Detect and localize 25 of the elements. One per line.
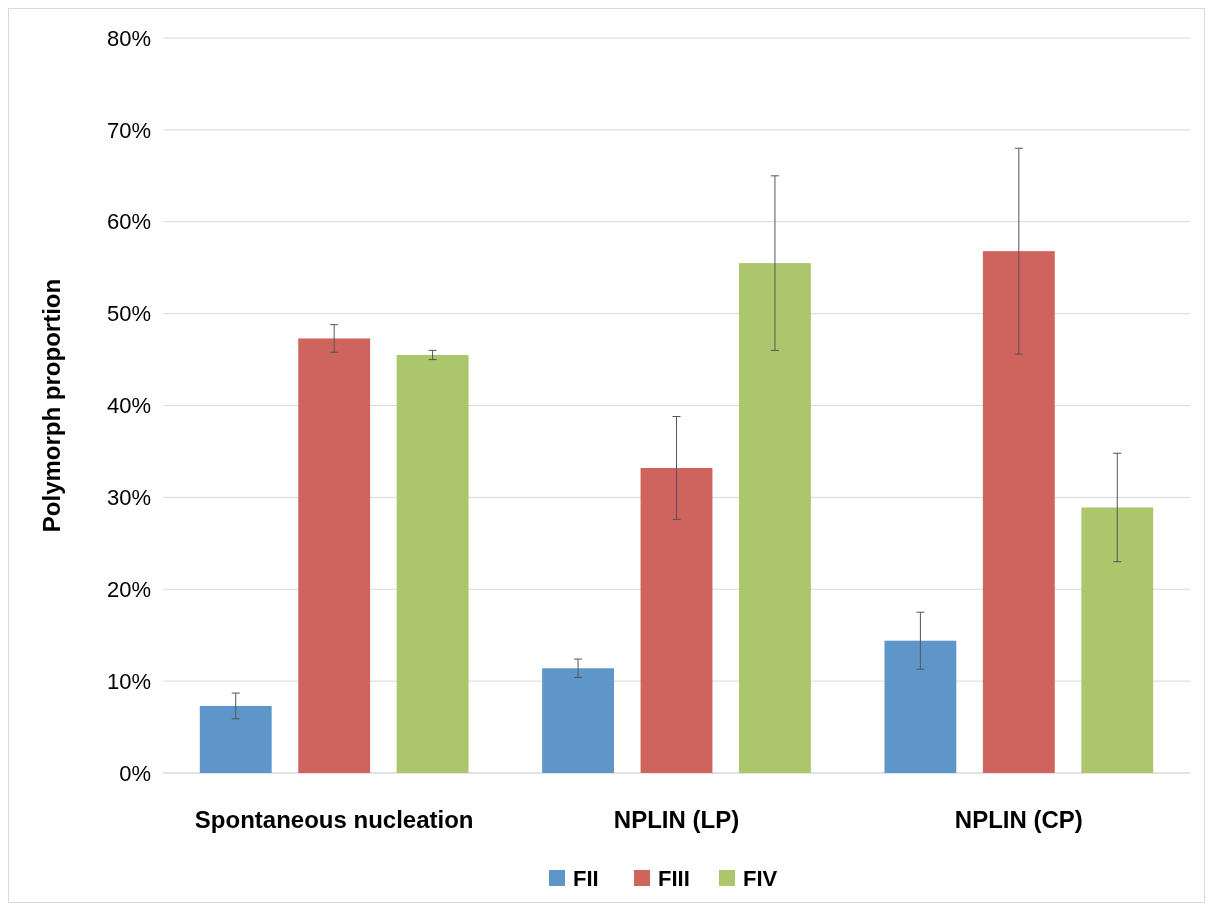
bar [884,640,957,773]
y-tick-label: 30% [106,485,151,511]
y-axis-title: Polymorph proportion [38,278,65,533]
bar [199,705,272,773]
x-tick-label: NPLIN (CP) [954,806,1083,833]
y-tick-label: 10% [106,668,151,694]
bar [1081,507,1154,773]
y-tick-label: 60% [106,209,151,235]
bar [640,467,713,773]
y-tick-label: 50% [106,301,151,327]
legend-label: FII [573,865,599,891]
bar [982,251,1055,773]
x-tick-label: NPLIN (LP) [613,806,740,833]
y-tick-label: 40% [106,393,151,419]
y-tick-label: 70% [106,117,151,143]
y-tick-label: 0% [119,760,151,786]
legend-label: FIII [658,865,690,891]
bar [739,263,811,773]
legend-label: FIV [743,865,778,891]
bar [298,338,371,773]
y-tick-label: 80% [106,25,151,51]
x-tick-label: Spontaneous nucleation [194,806,474,833]
bar [542,668,614,773]
y-tick-label: 20% [106,576,151,602]
bar [396,354,469,773]
